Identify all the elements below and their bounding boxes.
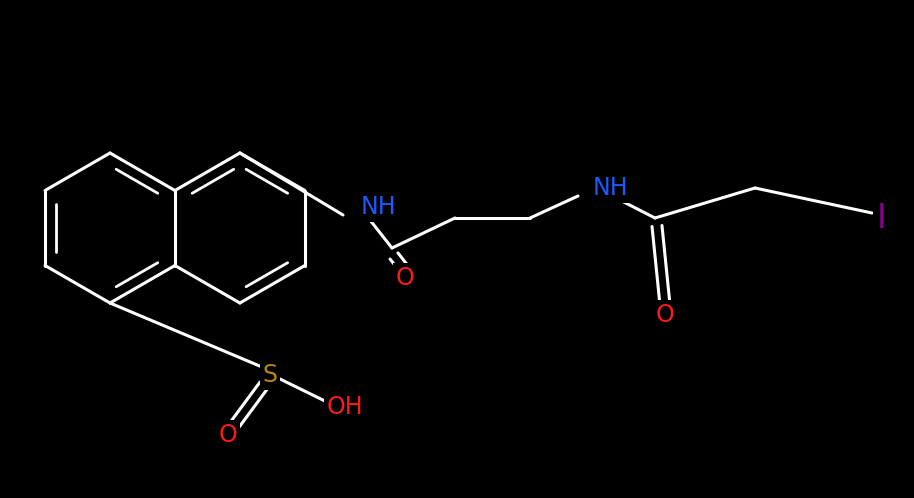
Text: OH: OH — [326, 395, 363, 419]
Text: S: S — [262, 363, 278, 387]
Text: I: I — [877, 202, 887, 235]
Text: O: O — [655, 303, 675, 327]
Text: NH: NH — [361, 195, 397, 219]
Text: O: O — [396, 266, 414, 290]
Text: NH: NH — [593, 176, 629, 200]
Text: O: O — [218, 423, 238, 447]
